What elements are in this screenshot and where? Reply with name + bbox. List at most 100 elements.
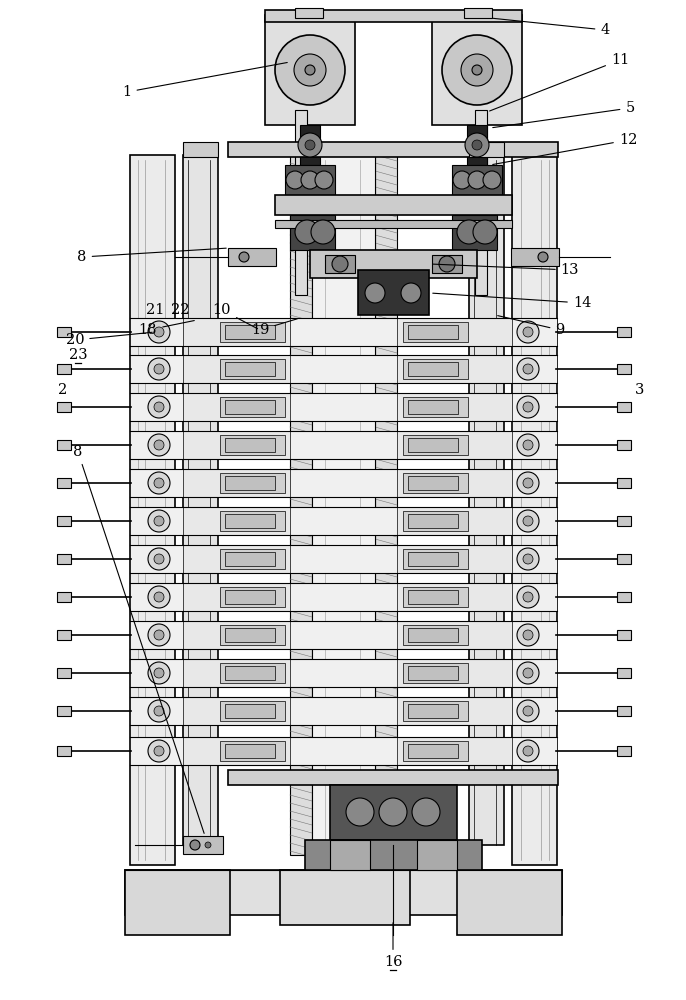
Bar xyxy=(183,318,290,346)
Bar xyxy=(183,142,218,157)
Bar xyxy=(469,155,504,845)
Bar xyxy=(617,630,631,640)
Bar xyxy=(220,625,285,645)
Bar xyxy=(330,840,370,870)
Bar xyxy=(403,397,468,417)
Circle shape xyxy=(365,283,385,303)
Circle shape xyxy=(517,321,539,343)
Circle shape xyxy=(148,586,170,608)
Circle shape xyxy=(154,668,164,678)
Bar xyxy=(408,590,458,604)
Circle shape xyxy=(154,402,164,412)
Bar xyxy=(432,15,522,125)
Bar xyxy=(130,469,557,497)
Bar xyxy=(408,400,458,414)
Bar xyxy=(220,473,285,493)
Text: 12: 12 xyxy=(493,133,637,165)
Bar xyxy=(397,393,512,421)
Bar xyxy=(57,630,71,640)
Bar xyxy=(290,215,335,250)
Bar xyxy=(475,110,487,295)
Bar xyxy=(220,701,285,721)
Bar xyxy=(408,438,458,452)
Bar xyxy=(469,142,504,157)
Circle shape xyxy=(442,35,512,105)
Bar xyxy=(275,220,512,228)
Bar xyxy=(220,511,285,531)
Circle shape xyxy=(439,256,455,272)
Text: 9: 9 xyxy=(498,316,565,337)
Bar xyxy=(130,659,557,687)
Bar xyxy=(130,507,557,535)
Circle shape xyxy=(472,140,482,150)
Circle shape xyxy=(523,327,533,337)
Bar xyxy=(228,142,558,157)
Bar xyxy=(408,704,458,718)
Circle shape xyxy=(154,706,164,716)
Bar xyxy=(408,552,458,566)
Circle shape xyxy=(401,283,421,303)
Bar xyxy=(512,155,557,865)
Text: 1: 1 xyxy=(122,63,287,99)
Circle shape xyxy=(148,434,170,456)
Circle shape xyxy=(305,140,315,150)
Bar xyxy=(220,397,285,417)
Bar xyxy=(403,587,468,607)
Bar xyxy=(397,659,512,687)
Text: 18: 18 xyxy=(139,321,194,337)
Bar xyxy=(220,663,285,683)
Bar xyxy=(265,10,522,22)
Circle shape xyxy=(154,440,164,450)
Bar xyxy=(225,704,275,718)
Bar xyxy=(220,435,285,455)
Bar xyxy=(57,364,71,374)
Text: 20: 20 xyxy=(66,332,152,347)
Circle shape xyxy=(483,171,501,189)
Circle shape xyxy=(148,321,170,343)
Bar xyxy=(183,545,290,573)
Bar xyxy=(617,402,631,412)
Circle shape xyxy=(148,472,170,494)
Circle shape xyxy=(148,396,170,418)
Bar xyxy=(617,706,631,716)
Bar xyxy=(130,155,175,865)
Circle shape xyxy=(148,662,170,684)
Text: 5: 5 xyxy=(493,101,635,128)
Circle shape xyxy=(154,554,164,564)
Bar xyxy=(417,840,457,870)
Bar xyxy=(57,478,71,488)
Bar xyxy=(408,628,458,642)
Bar xyxy=(295,110,307,295)
Bar xyxy=(305,840,482,870)
Bar xyxy=(617,746,631,756)
Circle shape xyxy=(517,472,539,494)
Circle shape xyxy=(305,65,315,75)
Bar xyxy=(275,195,512,215)
Circle shape xyxy=(517,396,539,418)
Bar xyxy=(130,545,557,573)
Bar xyxy=(57,516,71,526)
Bar xyxy=(511,248,559,266)
Circle shape xyxy=(154,746,164,756)
Text: 8: 8 xyxy=(78,248,226,264)
Bar xyxy=(130,737,557,765)
Bar xyxy=(295,8,323,18)
Circle shape xyxy=(523,402,533,412)
Bar xyxy=(130,355,557,383)
Bar xyxy=(617,440,631,450)
Circle shape xyxy=(523,592,533,602)
Circle shape xyxy=(517,586,539,608)
Bar xyxy=(183,697,290,725)
Text: 3: 3 xyxy=(635,383,645,397)
Bar xyxy=(225,400,275,414)
Text: 8: 8 xyxy=(73,445,204,833)
Bar xyxy=(464,8,492,18)
Circle shape xyxy=(468,171,486,189)
Bar xyxy=(225,362,275,376)
Bar xyxy=(57,327,71,337)
Bar xyxy=(285,165,335,195)
Bar xyxy=(452,165,502,195)
Bar xyxy=(225,744,275,758)
Bar xyxy=(403,701,468,721)
Circle shape xyxy=(148,358,170,380)
